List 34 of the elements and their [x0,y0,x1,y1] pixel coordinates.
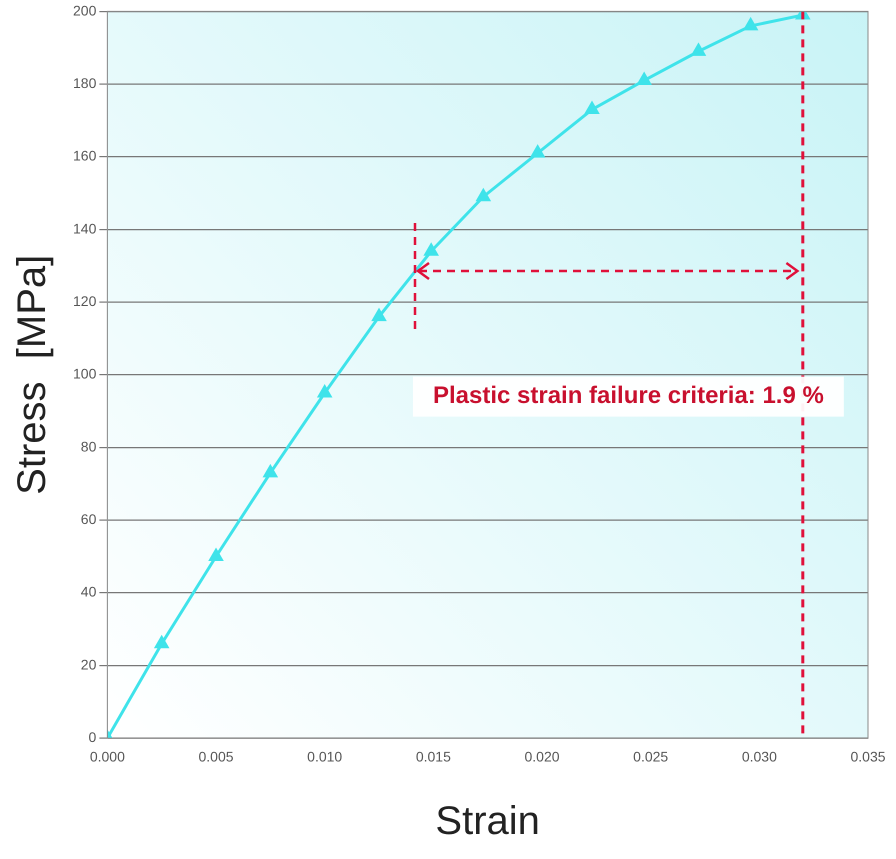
point [637,72,651,85]
point [424,244,438,256]
point [744,18,758,30]
point [476,189,490,202]
y-tick-label: 20 [80,656,97,672]
point [264,465,278,478]
y-tick-label: 180 [73,74,97,91]
x-tick-label: 0.025 [633,748,668,764]
x-tick-label: 0.000 [90,748,126,764]
x-axis-title: Strain [435,799,540,844]
y-tick-label: 60 [80,511,97,528]
x-tick-label: 0.035 [850,748,886,764]
x-tick-label: 0.010 [307,748,342,764]
y-tick-label: 120 [73,292,97,309]
point [585,102,599,114]
y-tick-label: 160 [73,148,97,164]
y-tick-label: 200 [73,2,97,18]
annotation: Plastic strain failure criteria: 1.9 % [432,382,824,410]
x-tick-label: 0.020 [524,748,560,764]
point [530,146,544,158]
point [318,385,332,398]
y-axis-title: Stress [MPa] [10,254,54,495]
point [372,309,386,322]
x-tick-label: 0.005 [198,748,234,764]
y-tick-label: 40 [80,584,97,600]
y-tick-label: 0 [88,729,97,746]
y-tick-label: 140 [73,220,97,236]
y-tick-label: 80 [80,438,97,454]
point [154,636,168,648]
x-tick-label: 0.030 [742,748,778,764]
y-tick-label: 100 [73,366,97,382]
x-tick-label: 0.015 [416,748,452,764]
point [692,44,706,56]
point [209,549,223,561]
